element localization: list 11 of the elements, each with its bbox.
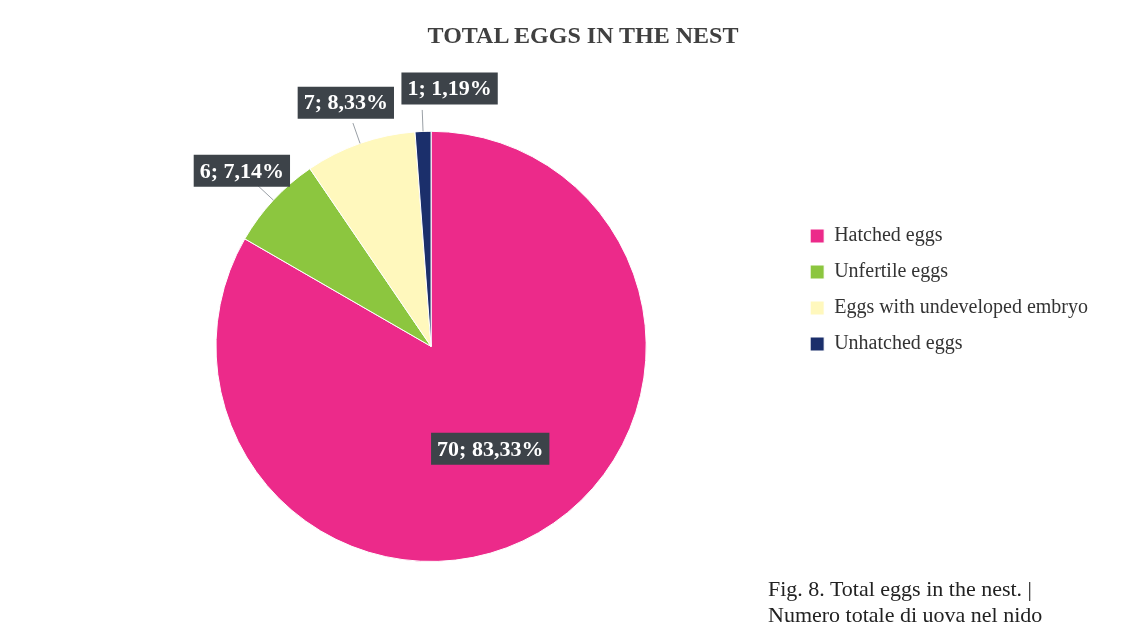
data-label: 6; 7,14% [199,157,285,183]
legend-label: Unfertile eggs [834,259,949,283]
chart-title: TOTAL EGGS IN THE NEST [427,21,739,48]
data-label: 1; 1,19% [407,75,492,101]
data-label: 7; 8,33% [303,89,388,115]
caption: Fig. 8. Total eggs in the nest. | [768,576,1032,601]
legend-label: Eggs with undeveloped embryo [834,295,1089,319]
legend-label: Unhatched eggs [834,331,963,355]
data-label: 70; 83,33% [437,435,544,461]
text: Numero totale di uova nel nido [768,602,1043,627]
legend-label: Hatched eggs [834,223,943,247]
